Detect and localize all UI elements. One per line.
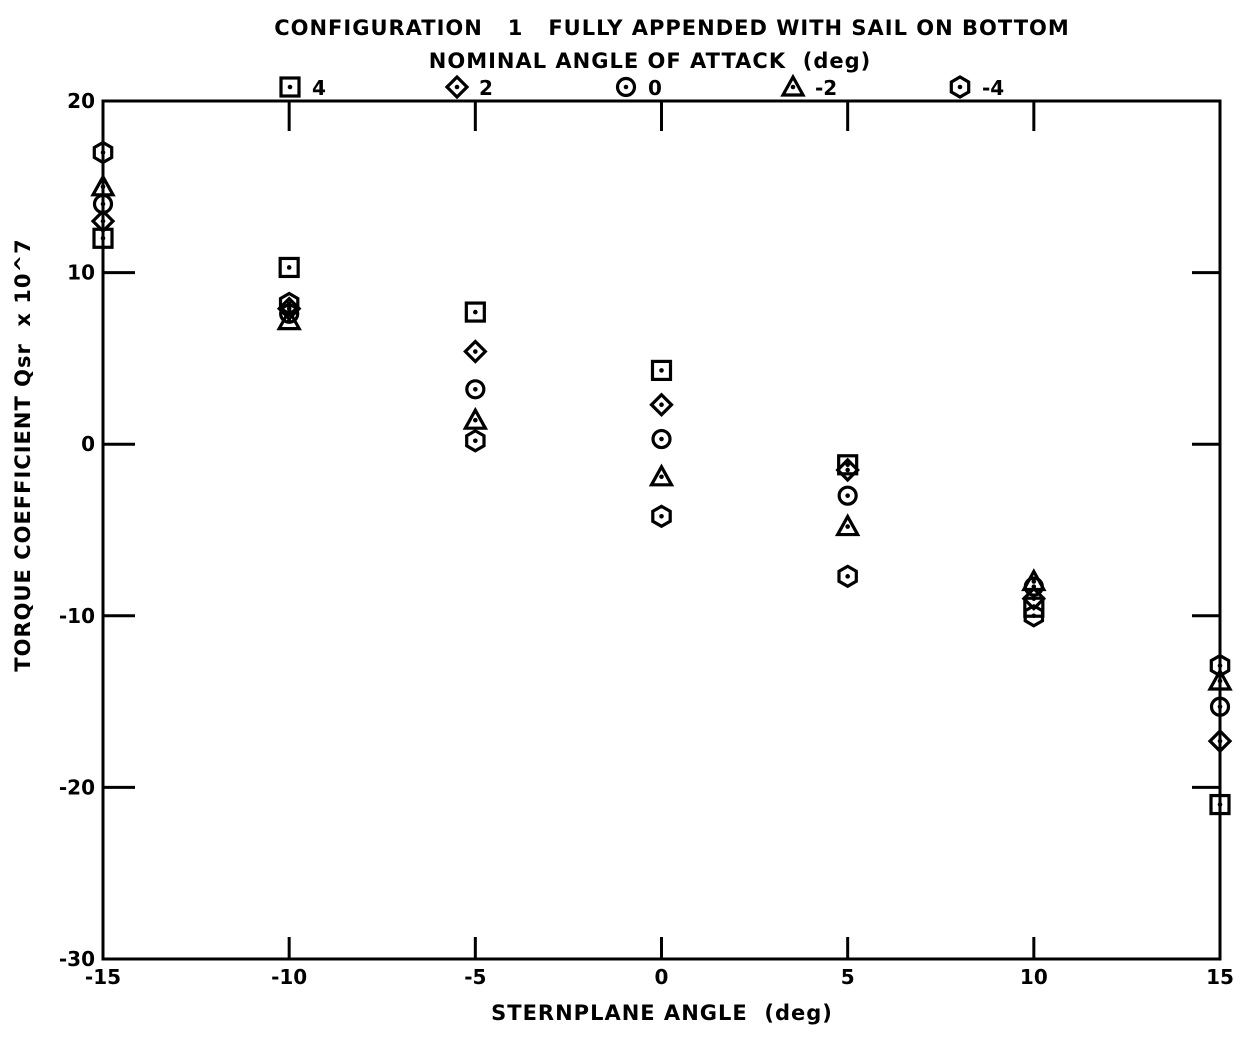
data-point-circle (651, 428, 672, 450)
data-point-diamond (1021, 586, 1047, 611)
data-point-triangle (1207, 667, 1233, 691)
legend: 4 2 0 -2 -4 (279, 73, 1004, 100)
legend-item: -4 (949, 75, 1004, 100)
legend-square-icon (279, 76, 301, 98)
data-point-triangle (462, 406, 489, 430)
x-axis-label: STERNPLANE ANGLE (deg) (491, 1001, 833, 1025)
data-point-square (278, 256, 300, 279)
data-point-hexagon (1209, 653, 1231, 678)
data-point-diamond (90, 208, 116, 234)
x-tick-label: -15 (85, 965, 121, 989)
y-axis-tick-labels: -30 -20 -10 0 10 20 (59, 89, 95, 971)
y-axis-ticks (103, 99, 1220, 961)
data-point-hexagon (1023, 603, 1045, 628)
y-tick-label: -30 (59, 947, 95, 971)
x-tick-label: 15 (1206, 965, 1234, 989)
y-tick-label: 20 (67, 89, 95, 113)
x-tick-label: 0 (655, 965, 669, 989)
y-axis-label: TORQUE COEFFICIENT Qsr x 10^7 (11, 238, 35, 671)
chart-title: CONFIGURATION 1 FULLY APPENDED WITH SAIL… (274, 16, 1070, 40)
data-point-hexagon (837, 564, 858, 589)
data-point-square (1209, 793, 1231, 816)
x-tick-label: -5 (464, 965, 486, 989)
data-point-diamond (463, 339, 488, 364)
legend-item: -2 (780, 73, 837, 100)
data-point-hexagon (651, 504, 672, 529)
data-point-triangle (276, 307, 302, 331)
y-tick-label: 10 (67, 261, 95, 285)
legend-label: -2 (815, 76, 837, 100)
data-point-triangle (834, 513, 861, 537)
legend-label: 2 (479, 76, 493, 100)
legend-item: 4 (279, 76, 326, 100)
legend-label: 0 (648, 76, 662, 100)
legend-item: 2 (444, 74, 493, 100)
data-point-square (837, 454, 859, 476)
data-point-circle (465, 379, 486, 400)
data-point-triangle (90, 173, 116, 197)
data-point-square (650, 359, 673, 382)
data-points (90, 140, 1233, 816)
data-point-diamond (1207, 728, 1233, 754)
data-point-diamond (649, 392, 674, 417)
x-axis-ticks (101, 101, 1222, 959)
data-point-hexagon (278, 291, 300, 316)
legend-diamond-icon (444, 74, 470, 100)
y-tick-label: 0 (81, 432, 95, 456)
data-point-circle (837, 485, 858, 506)
data-point-hexagon (465, 428, 486, 453)
x-tick-label: 10 (1020, 965, 1048, 989)
legend-title: NOMINAL ANGLE OF ATTACK (deg) (429, 49, 871, 73)
data-point-triangle (1021, 568, 1047, 592)
x-tick-label: 5 (841, 965, 855, 989)
legend-triangle-icon (780, 73, 806, 97)
legend-label: -4 (982, 76, 1004, 100)
data-point-hexagon (92, 140, 114, 165)
data-point-square (464, 301, 486, 323)
x-tick-label: -10 (271, 965, 307, 989)
legend-hexagon-icon (949, 75, 971, 99)
y-tick-label: -10 (59, 604, 95, 628)
legend-label: 4 (312, 76, 326, 100)
legend-circle-icon (615, 76, 637, 98)
legend-item: 0 (615, 76, 662, 100)
data-point-triangle (648, 463, 675, 487)
data-point-diamond (835, 457, 860, 483)
data-point-circle (1209, 696, 1231, 717)
plot-area-frame (101, 99, 1222, 961)
y-tick-label: -20 (59, 775, 95, 799)
x-axis-tick-labels: -15 -10 -5 0 5 10 15 (85, 965, 1234, 989)
